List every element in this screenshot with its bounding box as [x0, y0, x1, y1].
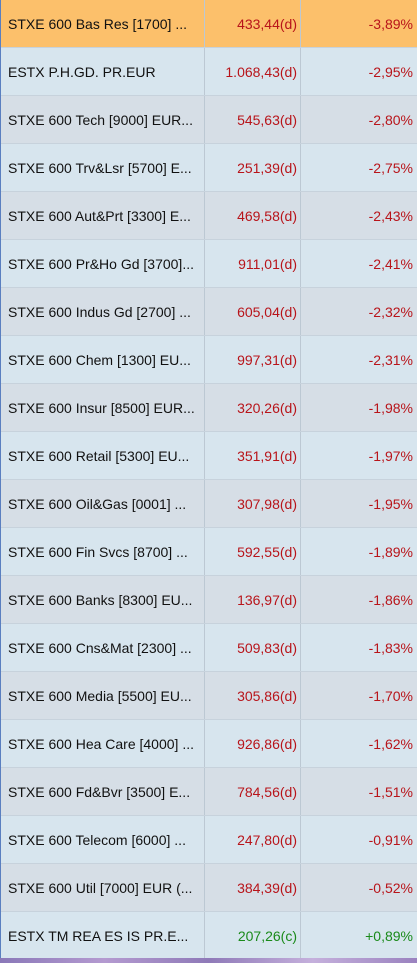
index-name-cell: STXE 600 Util [7000] EUR (...: [1, 864, 205, 911]
change-percent-cell: -1,62%: [368, 735, 413, 752]
table-row[interactable]: STXE 600 Util [7000] EUR (... 384,39(d) -0…: [1, 864, 417, 912]
table-row[interactable]: STXE 600 Hea Care [4000] ... 926,86(d) -1,…: [1, 720, 417, 768]
table-row[interactable]: ESTX P.H.GD. PR.EUR 1.068,43(d) -2,95%: [1, 48, 417, 96]
index-name-cell: STXE 600 Trv&Lsr [5700] E...: [1, 144, 205, 191]
change-percent-cell: -1,70%: [368, 687, 413, 704]
table-row[interactable]: STXE 600 Trv&Lsr [5700] E... 251,39(d) -2,…: [1, 144, 417, 192]
table-row[interactable]: STXE 600 Fd&Bvr [3500] E... 784,56(d) -1,5…: [1, 768, 417, 816]
index-name-cell: STXE 600 Pr&Ho Gd [3700]...: [1, 240, 205, 287]
table-row[interactable]: STXE 600 Tech [9000] EUR... 545,63(d) -2,8…: [1, 96, 417, 144]
price-cell: 545,63(d): [205, 96, 301, 143]
table-row[interactable]: STXE 600 Chem [1300] EU... 997,31(d) -2,31…: [1, 336, 417, 384]
change-percent-cell: +0,89%: [365, 927, 413, 944]
index-name-cell: STXE 600 Aut&Prt [3300] E...: [1, 192, 205, 239]
change-percent-cell: -0,52%: [368, 879, 413, 896]
table-row[interactable]: STXE 600 Insur [8500] EUR... 320,26(d) -1,…: [1, 384, 417, 432]
index-name-cell: STXE 600 Indus Gd [2700] ...: [1, 288, 205, 335]
index-name-cell: STXE 600 Fd&Bvr [3500] E...: [1, 768, 205, 815]
price-cell: 509,83(d): [205, 624, 301, 671]
index-name-cell: STXE 600 Oil&Gas [0001] ...: [1, 480, 205, 527]
price-cell: 605,04(d): [205, 288, 301, 335]
change-percent-cell: -1,98%: [368, 399, 413, 416]
index-name-cell: STXE 600 Retail [5300] EU...: [1, 432, 205, 479]
index-name-cell: STXE 600 Hea Care [4000] ...: [1, 720, 205, 767]
table-row[interactable]: STXE 600 Aut&Prt [3300] E... 469,58(d) -2,…: [1, 192, 417, 240]
price-cell: 469,58(d): [205, 192, 301, 239]
price-cell: 351,91(d): [205, 432, 301, 479]
price-cell: 384,39(d): [205, 864, 301, 911]
price-cell: 911,01(d): [205, 240, 301, 287]
change-percent-cell: -2,75%: [368, 159, 413, 176]
change-percent-cell: -0,91%: [368, 831, 413, 848]
index-name-cell: STXE 600 Tech [9000] EUR...: [1, 96, 205, 143]
change-percent-cell: -1,86%: [368, 591, 413, 608]
price-cell: 784,56(d): [205, 768, 301, 815]
table-row[interactable]: ESTX TM REA ES IS PR.E... 207,26(c) +0,89%: [1, 912, 417, 960]
price-cell: 1.068,43(d): [205, 48, 301, 95]
price-cell: 207,26(c): [205, 912, 301, 959]
price-cell: 320,26(d): [205, 384, 301, 431]
table-row[interactable]: STXE 600 Indus Gd [2700] ... 605,04(d) -2,…: [1, 288, 417, 336]
index-name-cell: STXE 600 Fin Svcs [8700] ...: [1, 528, 205, 575]
change-percent-cell: -3,89%: [368, 15, 413, 32]
price-cell: 997,31(d): [205, 336, 301, 383]
change-percent-cell: -1,97%: [368, 447, 413, 464]
index-name-cell: STXE 600 Chem [1300] EU...: [1, 336, 205, 383]
change-percent-cell: -2,95%: [368, 63, 413, 80]
table-row[interactable]: STXE 600 Pr&Ho Gd [3700]... 911,01(d) -2,4…: [1, 240, 417, 288]
table-row[interactable]: STXE 600 Oil&Gas [0001] ... 307,98(d) -1,9…: [1, 480, 417, 528]
price-cell: 433,44(d): [205, 0, 301, 47]
table-row[interactable]: STXE 600 Fin Svcs [8700] ... 592,55(d) -1,…: [1, 528, 417, 576]
background-strip: [0, 958, 417, 963]
index-name-cell: STXE 600 Insur [8500] EUR...: [1, 384, 205, 431]
index-name-cell: STXE 600 Banks [8300] EU...: [1, 576, 205, 623]
change-percent-cell: -2,43%: [368, 207, 413, 224]
table-row[interactable]: STXE 600 Banks [8300] EU... 136,97(d) -1,8…: [1, 576, 417, 624]
index-name-cell: ESTX P.H.GD. PR.EUR: [1, 48, 205, 95]
index-name-cell: STXE 600 Telecom [6000] ...: [1, 816, 205, 863]
table-row[interactable]: STXE 600 Retail [5300] EU... 351,91(d) -1,…: [1, 432, 417, 480]
index-name-cell: STXE 600 Bas Res [1700] ...: [1, 0, 205, 47]
change-percent-cell: -1,51%: [368, 783, 413, 800]
table-row[interactable]: STXE 600 Media [5500] EU... 305,86(d) -1,7…: [1, 672, 417, 720]
price-cell: 251,39(d): [205, 144, 301, 191]
change-percent-cell: -1,95%: [368, 495, 413, 512]
index-name-cell: ESTX TM REA ES IS PR.E...: [1, 912, 205, 959]
table-row[interactable]: STXE 600 Bas Res [1700] ... 433,44(d) -3,8…: [1, 0, 417, 48]
index-name-cell: STXE 600 Media [5500] EU...: [1, 672, 205, 719]
table-row[interactable]: STXE 600 Cns&Mat [2300] ... 509,83(d) -1,8…: [1, 624, 417, 672]
price-cell: 136,97(d): [205, 576, 301, 623]
price-cell: 307,98(d): [205, 480, 301, 527]
price-cell: 926,86(d): [205, 720, 301, 767]
price-cell: 305,86(d): [205, 672, 301, 719]
change-percent-cell: -2,32%: [368, 303, 413, 320]
change-percent-cell: -2,41%: [368, 255, 413, 272]
table-row[interactable]: STXE 600 Telecom [6000] ... 247,80(d) -0,9…: [1, 816, 417, 864]
change-percent-cell: -2,80%: [368, 111, 413, 128]
change-percent-cell: -2,31%: [368, 351, 413, 368]
price-cell: 247,80(d): [205, 816, 301, 863]
price-cell: 592,55(d): [205, 528, 301, 575]
index-name-cell: STXE 600 Cns&Mat [2300] ...: [1, 624, 205, 671]
change-percent-cell: -1,83%: [368, 639, 413, 656]
change-percent-cell: -1,89%: [368, 543, 413, 560]
